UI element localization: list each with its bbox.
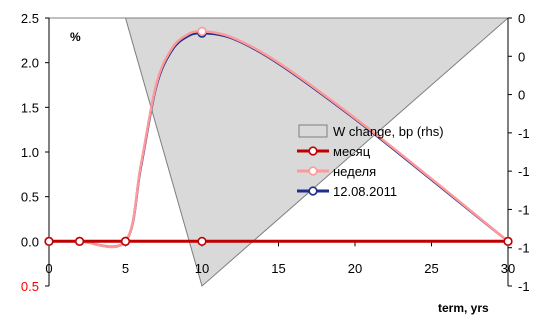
x-tick-label: 10 bbox=[195, 261, 209, 276]
series-point-0 bbox=[120, 236, 131, 246]
legend-marker-1 bbox=[308, 166, 318, 176]
series-point-0 bbox=[503, 236, 513, 246]
y-left-tick-label: 1.5 bbox=[21, 100, 39, 115]
area-layer bbox=[49, 17, 510, 287]
series-point-0 bbox=[44, 236, 54, 246]
y-right-tick-label: -1 bbox=[518, 241, 530, 256]
y-right-tick-label: 0 bbox=[518, 11, 525, 26]
y-right-tick-label: 0 bbox=[518, 49, 525, 64]
y-left-tick-label: 2.5 bbox=[21, 11, 39, 26]
y-left-tick-label: 0.5 bbox=[21, 279, 39, 294]
y-left-tick-label: 2.0 bbox=[21, 56, 39, 71]
y-left-tick-label: 0.0 bbox=[21, 234, 39, 249]
x-tick-label: 15 bbox=[271, 261, 285, 276]
y-left-tick-label: 1.0 bbox=[21, 145, 39, 160]
series-point-0 bbox=[197, 236, 207, 246]
y-right-tick-label: -1 bbox=[518, 202, 530, 217]
y-right-tick-label: -1 bbox=[518, 126, 530, 141]
y-left-tick-label: 0.5 bbox=[21, 190, 39, 205]
x-tick-label: 5 bbox=[122, 261, 129, 276]
x-tick-label: 30 bbox=[501, 261, 515, 276]
series-point-0 bbox=[74, 236, 85, 246]
x-tick-label: 0 bbox=[45, 261, 52, 276]
legend-label-2: 12.08.2011 bbox=[333, 184, 397, 199]
legend-marker-0 bbox=[308, 146, 318, 156]
legend-label-area: W change, bp (rhs) bbox=[333, 124, 444, 139]
y-right-tick-label: 0 bbox=[518, 88, 525, 103]
y-right-tick-label: -1 bbox=[518, 279, 530, 294]
legend: W change, bp (rhs) месяц неделя 12.08.2011 bbox=[297, 124, 444, 199]
series-layer bbox=[44, 26, 513, 249]
x-tick-label: 25 bbox=[424, 261, 438, 276]
series-point-1 bbox=[197, 26, 207, 37]
area-w-change bbox=[49, 17, 510, 287]
legend-swatch-area bbox=[298, 124, 328, 138]
x-axis-label: term, yrs bbox=[438, 301, 489, 315]
legend-marker-2 bbox=[308, 186, 318, 196]
unit-label: % bbox=[70, 30, 81, 44]
x-tick-label: 20 bbox=[348, 261, 362, 276]
legend-label-1: неделя bbox=[333, 164, 376, 179]
y-right-tick-label: -1 bbox=[518, 164, 530, 179]
legend-label-0: месяц bbox=[333, 144, 371, 159]
